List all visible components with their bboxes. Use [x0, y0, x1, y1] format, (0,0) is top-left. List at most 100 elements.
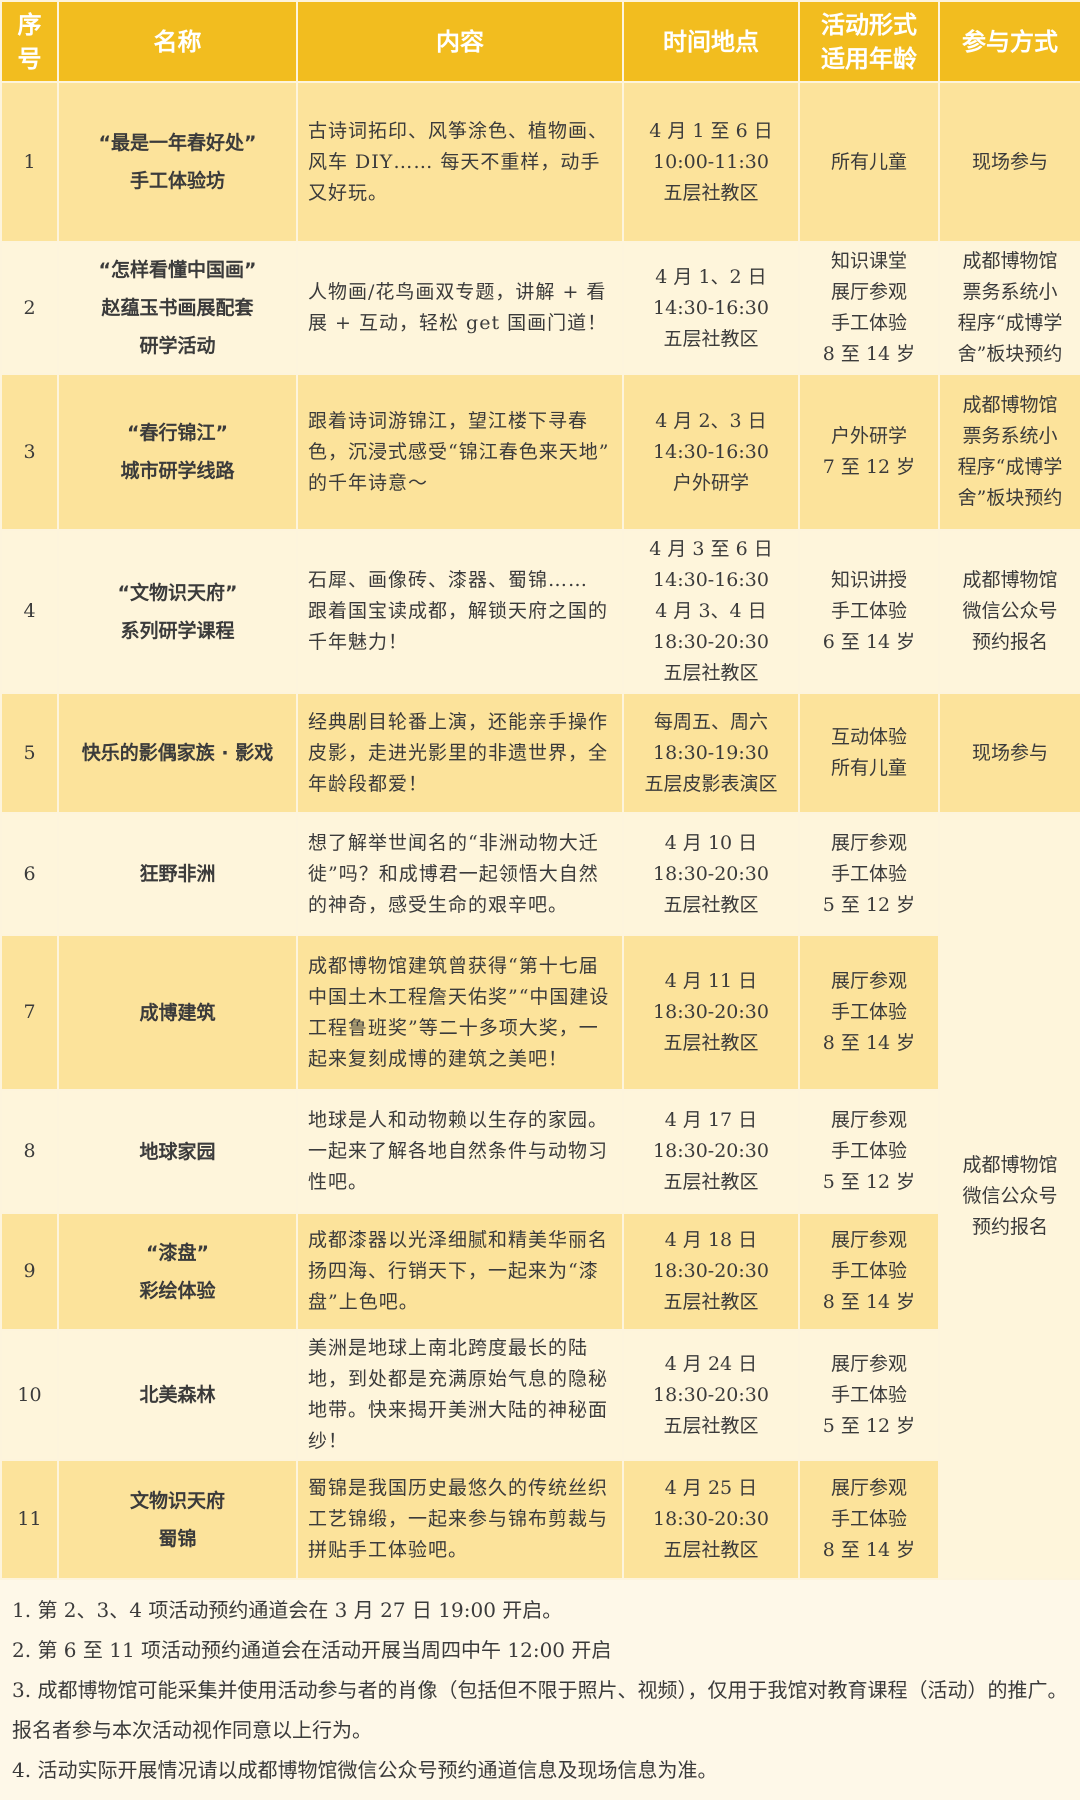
- cell-line: 每周五、周六: [653, 710, 768, 733]
- cell-line: 现场参与: [971, 741, 1048, 764]
- cell-time-place: 4 月 1 至 6 日 10:00-11:30 五层社教区: [622, 81, 800, 243]
- cell-time-place: 4 月 10 日 18:30-20:30 五层社教区: [622, 812, 800, 936]
- cell-time-place: 4 月 24 日 18:30-20:30 五层社教区: [622, 1329, 800, 1461]
- cell-line: 4 月 1 至 6 日: [649, 119, 773, 142]
- cell-line: 五层社教区: [663, 327, 759, 350]
- table-row: 11 文物识天府 蜀锦 蜀锦是我国历史最悠久的传统丝织工艺锦缎，一起来参与锦布剪裁与拼…: [0, 1459, 1080, 1580]
- cell-name: “最是一年春好处” 手工体验坊: [57, 81, 298, 243]
- cell-participation: 现场参与: [938, 81, 1080, 243]
- cell-line: 城市研学线路: [120, 460, 235, 482]
- cell-line: 成都博物馆: [962, 250, 1058, 272]
- cell-line: 五层社教区: [663, 1539, 759, 1561]
- cell-line: 蜀锦: [158, 1527, 197, 1550]
- cell-content: 古诗词拓印、风筝涂色、植物画、风车 DIY…… 每天不重样，动手又好玩。: [296, 81, 624, 243]
- cell-line: 4 月 18 日: [664, 1229, 758, 1251]
- cell-line: 五层社教区: [663, 1291, 759, 1313]
- cell-line: 14:30-16:30: [653, 569, 769, 591]
- cell-line: 北美森林: [139, 1384, 216, 1406]
- cell-form-age: 互动体验 所有儿童: [798, 692, 940, 814]
- cell-name: 北美森林: [57, 1329, 298, 1461]
- cell-line: 成都博物馆: [962, 1153, 1058, 1176]
- cell-line: 14:30-16:30: [653, 296, 769, 319]
- table-row: 6 狂野非洲 想了解举世闻名的“非洲动物大迁徙”吗？和成博君一起领悟大自然的神奇，感…: [0, 812, 1080, 1580]
- cell-line: 户外研学: [672, 471, 749, 494]
- cell-name: 地球家园: [57, 1089, 298, 1214]
- cell-line: 展厅参观: [830, 281, 907, 303]
- cell-line: 7 至 12 岁: [822, 456, 916, 478]
- notes-section: 1. 第 2、3、4 项活动预约通道会在 3 月 27 日 19:00 开启。 2…: [0, 1580, 1080, 1800]
- cell-line: 五层皮影表演区: [644, 772, 778, 795]
- table-row: 9 “漆盘” 彩绘体验 成都漆器以光泽细腻和精美华丽名扬四海、行销天下，一起来为“漆盘…: [0, 1212, 1080, 1331]
- cell-line: 预约报名: [971, 631, 1048, 653]
- cell-line: “文物识天府”: [117, 581, 238, 604]
- cell-line: 成都博物馆: [962, 394, 1058, 416]
- cell-no: 8: [0, 1089, 59, 1214]
- cell-content: 想了解举世闻名的“非洲动物大迁徙”吗？和成博君一起领悟大自然的神奇，感受生命的艰…: [296, 812, 624, 936]
- note-item: 4. 活动实际开展情况请以成都博物馆微信公众号预约通道信息及现场信息为准。: [12, 1758, 718, 1782]
- cell-participation: 现场参与: [938, 692, 1080, 814]
- cell-line: 4 月 10 日: [664, 831, 758, 854]
- cell-line: 4 月 11 日: [664, 970, 758, 992]
- header-content: 内容: [296, 0, 624, 83]
- cell-name: “文物识天府” 系列研学课程: [57, 529, 298, 694]
- cell-content: 石犀、画像砖、漆器、蜀锦…… 跟着国宝读成都，解锁天府之国的千年魅力！: [296, 529, 624, 694]
- cell-no: 5: [0, 692, 59, 814]
- cell-line: “最是一年春好处”: [98, 132, 257, 154]
- cell-line: 互动体验: [830, 726, 907, 748]
- cell-line: 18:30-20:30: [653, 862, 769, 885]
- cell-line: 文物识天府: [129, 1489, 225, 1512]
- header-line: 内容: [436, 27, 484, 56]
- cell-line: 所有儿童: [830, 757, 907, 779]
- cell-line: 手工体验坊: [129, 170, 225, 192]
- cell-line: 手工体验: [830, 862, 907, 885]
- note-item: 3. 成都博物馆可能采集并使用活动参与者的肖像（包括但不限于照片、视频），仅用于…: [12, 1678, 1068, 1742]
- table-row: 3 “春行锦江” 城市研学线路 跟着诗词游锦江，望江楼下寻春色，沉浸式感受“锦江春色来…: [0, 373, 1080, 531]
- cell-form-age: 展厅参观 手工体验 8 至 14 岁: [798, 1459, 940, 1580]
- header-no: 序号: [0, 0, 59, 83]
- cell-line: 研学活动: [139, 335, 216, 357]
- header-participation: 参与方式: [938, 0, 1080, 83]
- cell-no: 2: [0, 241, 59, 375]
- cell-line: 手工体验: [830, 600, 907, 622]
- cell-line: 14:30-16:30: [653, 440, 769, 463]
- cell-line: 五层社教区: [663, 1171, 759, 1193]
- cell-line: 手工体验: [830, 1140, 907, 1162]
- cell-line: 预约报名: [971, 1215, 1048, 1238]
- cell-line: 8 至 14 岁: [822, 1539, 916, 1561]
- header-form-age: 活动形式 适用年龄: [798, 0, 940, 83]
- cell-line: 赵蕴玉书画展配套: [101, 297, 254, 319]
- note-item: 2. 第 6 至 11 项活动预约通道会在活动开展当周四中午 12:00 开启: [12, 1638, 612, 1662]
- table-row: 7 成博建筑 成都博物馆建筑曾获得“第十七届中国土木工程詹天佑奖”“中国建设工程鲁班…: [0, 934, 1080, 1091]
- cell-form-age: 展厅参观 手工体验 8 至 14 岁: [798, 934, 940, 1091]
- header-time-place: 时间地点: [622, 0, 800, 83]
- cell-line: 10:00-11:30: [653, 150, 769, 173]
- cell-line: 8 至 14 岁: [822, 1291, 916, 1313]
- cell-form-age: 展厅参观 手工体验 5 至 12 岁: [798, 812, 940, 936]
- cell-line: 地球家园: [139, 1140, 216, 1163]
- cell-line: 展厅参观: [830, 1109, 907, 1131]
- cell-time-place: 4 月 11 日 18:30-20:30 五层社教区: [622, 934, 800, 1091]
- cell-line: 4 月 24 日: [664, 1352, 758, 1375]
- cell-line: 五层社教区: [663, 1032, 759, 1054]
- cell-line: 5 至 12 岁: [822, 893, 916, 916]
- cell-time-place: 4 月 3 至 6 日 14:30-16:30 4 月 3、4 日 18:30-20:…: [622, 529, 800, 694]
- cell-line: 现场参与: [971, 150, 1048, 173]
- cell-line: 票务系统小: [962, 281, 1058, 303]
- cell-line: “漆盘”: [146, 1241, 209, 1264]
- cell-line: 程序“成博学: [957, 312, 1063, 334]
- cell-line: 五层社教区: [663, 1414, 759, 1437]
- table-row: 1 “最是一年春好处” 手工体验坊 古诗词拓印、风筝涂色、植物画、风车 DIY…… 每…: [0, 81, 1080, 243]
- cell-line: 票务系统小: [962, 425, 1058, 447]
- cell-form-age: 展厅参观 手工体验 8 至 14 岁: [798, 1212, 940, 1331]
- cell-content: 成都漆器以光泽细腻和精美华丽名扬四海、行销天下，一起来为“漆盘”上色吧。: [296, 1212, 624, 1331]
- cell-line: 4 月 1、2 日: [655, 265, 767, 288]
- cell-time-place: 4 月 17 日 18:30-20:30 五层社教区: [622, 1089, 800, 1214]
- cell-line: 狂野非洲: [139, 863, 216, 885]
- cell-line: 所有儿童: [830, 150, 907, 173]
- cell-line: 彩绘体验: [139, 1279, 216, 1302]
- cell-line: 快乐的影偶家族 · 影戏: [81, 742, 274, 764]
- cell-line: 展厅参观: [830, 1352, 907, 1375]
- cell-line: 展厅参观: [830, 1477, 907, 1499]
- cell-participation: 成都博物馆 票务系统小 程序“成博学 舍”板块预约: [938, 241, 1080, 375]
- cell-line: 4 月 3 至 6 日: [649, 538, 773, 560]
